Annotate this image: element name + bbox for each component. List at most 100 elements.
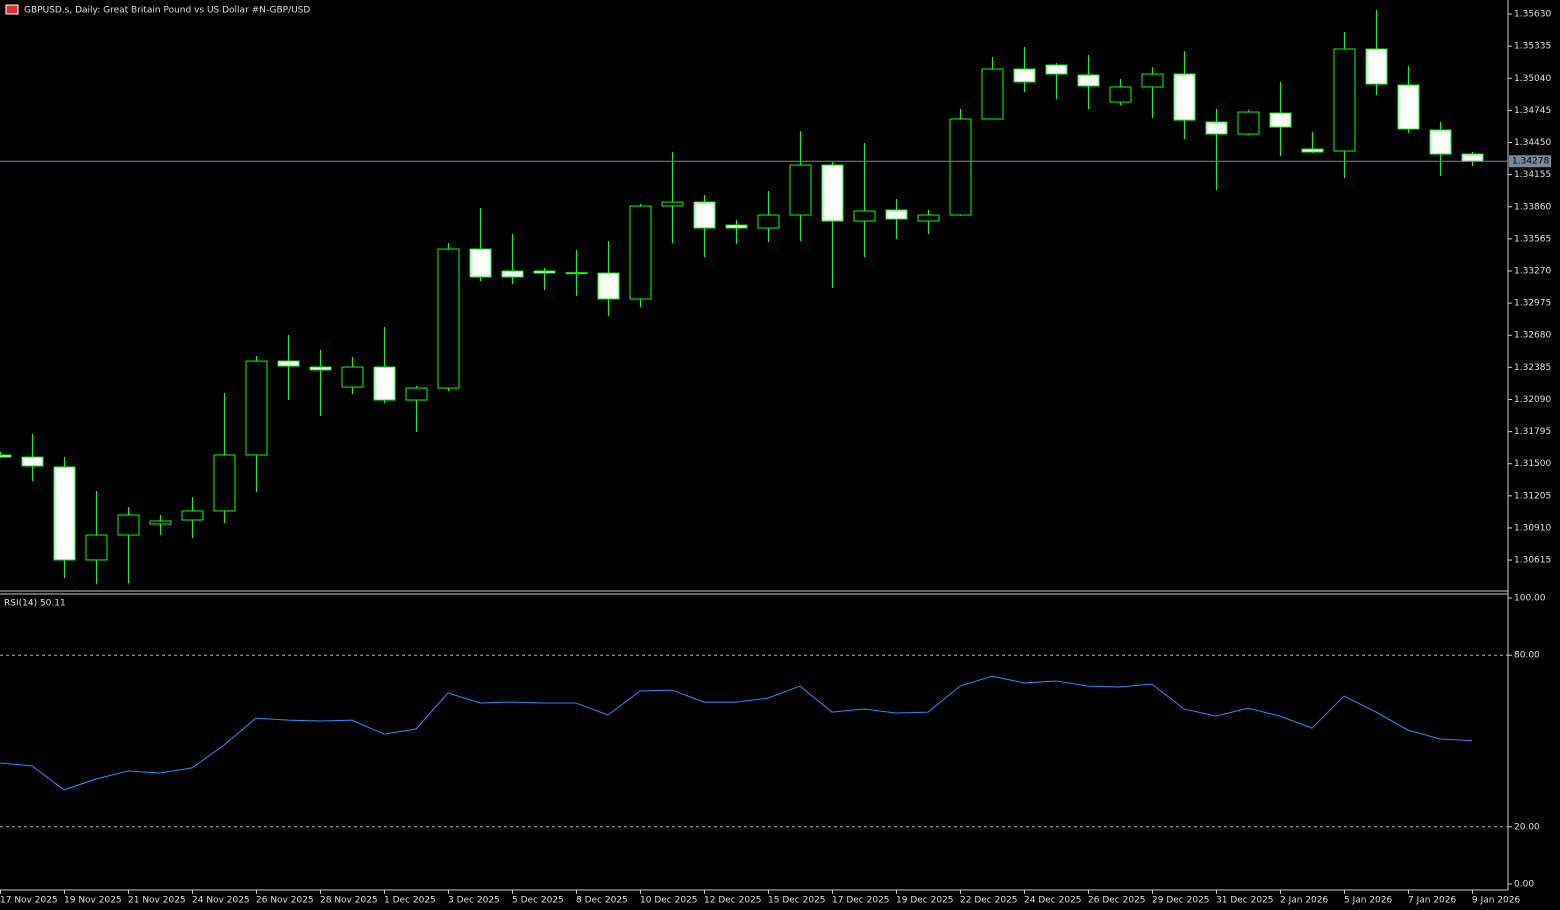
x-tick-label: 19 Nov 2025 (64, 896, 122, 906)
candle-body (277, 360, 300, 367)
x-tick-label: 24 Dec 2025 (1024, 896, 1082, 906)
candle-body (1301, 148, 1324, 153)
axes: 1.35630 1.35335 1.35040 1.34745 1.34450 1.341… (0, 10, 1551, 906)
candle-body (213, 454, 236, 512)
candle-body (181, 510, 204, 521)
candle-body (1237, 111, 1260, 135)
y-tick-label: 1.32975 (1514, 299, 1551, 309)
candle-body (1013, 68, 1036, 83)
candle-body (853, 210, 876, 222)
price-label-box (1509, 155, 1551, 168)
y-tick-label: 1.35335 (1514, 42, 1551, 52)
y-tick-label: 1.31205 (1514, 491, 1551, 501)
x-tick-label: 7 Jan 2026 (1408, 896, 1456, 906)
candle-body (917, 214, 940, 222)
candle-body (1397, 84, 1420, 130)
candle-body (149, 520, 172, 525)
candle-body (1461, 153, 1484, 162)
candle-body (437, 248, 460, 389)
candle-body (981, 68, 1004, 120)
y-tick-label: 1.33860 (1514, 202, 1551, 212)
candle-body (821, 164, 844, 222)
y-tick-label: 0.00 (1514, 879, 1534, 889)
candle-body (53, 466, 76, 561)
y-tick-label: 1.35630 (1514, 10, 1551, 20)
y-tick-label: 1.31795 (1514, 427, 1551, 437)
candle-body (309, 366, 332, 371)
candle-body (693, 201, 716, 229)
x-tick-label: 5 Dec 2025 (512, 896, 564, 906)
candle-body (405, 387, 428, 401)
candle-body (757, 214, 780, 229)
candle-body (1045, 64, 1068, 75)
y-tick-label: 1.30615 (1514, 556, 1551, 566)
y-tick-label: 1.34450 (1514, 138, 1551, 148)
x-tick-label: 28 Nov 2025 (320, 896, 378, 906)
price-panel (0, 10, 1508, 585)
x-tick-label: 3 Dec 2025 (448, 896, 500, 906)
x-tick-label: 8 Dec 2025 (576, 896, 628, 906)
x-tick-label: 1 Dec 2025 (384, 896, 436, 906)
candle-body (341, 366, 364, 388)
indicator-title: RSI(14) 50.11 (4, 599, 66, 609)
y-tick-label: 1.31500 (1514, 459, 1551, 469)
candle-body (0, 454, 12, 458)
x-tick-label: 29 Dec 2025 (1152, 896, 1210, 906)
candle-body (469, 248, 492, 278)
candle-body (789, 164, 812, 216)
candle-body (1173, 73, 1196, 121)
x-tick-label: 10 Dec 2025 (640, 896, 698, 906)
y-tick-label: 1.35040 (1514, 74, 1551, 84)
x-tick-label: 19 Dec 2025 (896, 896, 954, 906)
x-tick-label: 2 Jan 2026 (1280, 896, 1328, 906)
x-tick-label: 21 Nov 2025 (128, 896, 186, 906)
candle-body (597, 272, 620, 300)
candle-body (501, 270, 524, 278)
candle-body (373, 366, 396, 401)
x-tick-label: 12 Dec 2025 (704, 896, 762, 906)
y-tick-label: 1.33270 (1514, 266, 1551, 276)
candle-body (1429, 129, 1452, 155)
y-tick-label: 1.33565 (1514, 234, 1551, 244)
price-label: 1.34278 (1512, 157, 1549, 167)
y-tick-label: 1.32385 (1514, 363, 1551, 373)
candle-body (1269, 112, 1292, 128)
y-tick-label: 1.32680 (1514, 331, 1551, 341)
x-tick-label: 24 Nov 2025 (192, 896, 250, 906)
x-tick-label: 15 Dec 2025 (768, 896, 826, 906)
candle-body (1333, 48, 1356, 152)
candle-body (661, 201, 684, 207)
candle-body (949, 118, 972, 216)
y-tick-label: 100.00 (1514, 594, 1546, 604)
x-tick-label: 31 Dec 2025 (1216, 896, 1274, 906)
candle-body (117, 514, 140, 536)
rsi-line (0, 675, 1473, 791)
x-tick-label: 5 Jan 2026 (1344, 896, 1392, 906)
y-tick-label: 1.32090 (1514, 395, 1551, 405)
x-tick-label: 9 Jan 2026 (1472, 896, 1520, 906)
candle-body (21, 456, 44, 467)
candle-body (725, 224, 748, 229)
y-tick-label: 1.30910 (1514, 523, 1551, 533)
x-tick-label: 26 Dec 2025 (1088, 896, 1146, 906)
candle-body (1141, 73, 1164, 88)
candle-body (1077, 74, 1100, 87)
candle-body (85, 534, 108, 561)
chart-title: GBPUSD.s, Daily: Great Britain Pound vs … (24, 6, 310, 16)
candle-body (885, 209, 908, 220)
candle-body (565, 272, 588, 275)
candle-body (1109, 86, 1132, 103)
y-tick-label: 1.34745 (1514, 106, 1551, 116)
y-tick-label: 20.00 (1514, 822, 1540, 832)
candle-body (629, 205, 652, 300)
x-tick-label: 17 Dec 2025 (832, 896, 890, 906)
y-tick-label: 1.34155 (1514, 170, 1551, 180)
candle-body (1365, 48, 1388, 85)
candle-body (533, 270, 556, 274)
flag-icon (5, 4, 19, 15)
candle-body (245, 360, 268, 456)
x-tick-label: 26 Nov 2025 (256, 896, 314, 906)
y-tick-label: 80.00 (1514, 651, 1540, 661)
x-tick-label: 22 Dec 2025 (960, 896, 1018, 906)
